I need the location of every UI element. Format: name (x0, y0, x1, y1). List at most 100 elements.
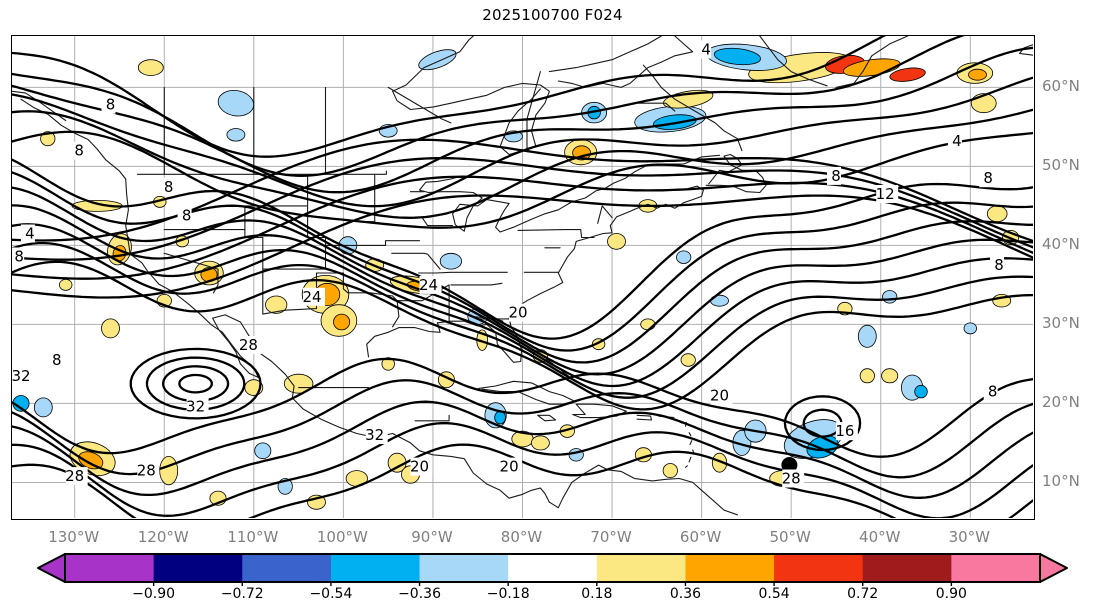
coastline-segment (537, 414, 557, 422)
low-center-marker (781, 457, 798, 474)
lon-tick-label: 80°W (500, 528, 543, 546)
lon-tick-label: 70°W (590, 528, 632, 546)
contour-label: 8 (164, 178, 174, 196)
lon-tick-label: 110°W (227, 528, 279, 546)
contour-label-bg (990, 256, 1004, 275)
colorbar-segment[interactable] (330, 554, 421, 582)
colorbar-segment[interactable] (685, 554, 775, 582)
anomaly-patch (381, 357, 395, 371)
colorbar-segment[interactable] (774, 554, 864, 582)
anomaly-patch (881, 368, 899, 384)
contour-label: 8 (74, 142, 84, 160)
anomaly-patch (662, 463, 678, 479)
contour-label: 4 (25, 225, 35, 243)
contour-label: 20 (508, 304, 527, 322)
colorbar-segment[interactable] (862, 554, 952, 582)
lon-tick-label: 60°W (679, 528, 722, 546)
graticule (12, 36, 1033, 518)
coastline-segment (366, 185, 704, 363)
contour-label-bg (70, 141, 85, 160)
coastline-segment (688, 432, 692, 437)
contour-label-bg (876, 185, 899, 203)
contour-label-bg (947, 132, 962, 151)
contour-label: 8 (52, 351, 62, 369)
contour-label: 32 (186, 398, 205, 416)
lon-tick-label: 120°W (137, 528, 189, 546)
anomaly-patch (711, 452, 728, 473)
anomaly-patch (882, 290, 898, 304)
coastline-segment (692, 449, 695, 453)
coastline-segment (688, 456, 692, 463)
contour-line (12, 223, 1033, 388)
contour-label-bg (500, 457, 523, 476)
coastline-segment (418, 271, 508, 274)
coastline-segment (421, 217, 454, 227)
anomaly-patch (217, 90, 255, 117)
colorbar-segment[interactable] (419, 554, 509, 582)
contour-label: 28 (782, 470, 801, 488)
contour-label-bg (20, 224, 35, 243)
coastline-segment (557, 36, 694, 88)
contour-label: 20 (500, 458, 519, 476)
contour-label: 16 (835, 422, 854, 440)
coastline-segment (418, 154, 721, 233)
contour-label-bg (47, 351, 62, 369)
coastline-segment (392, 36, 550, 148)
colorbar-tick-label: 0.54 (758, 586, 790, 602)
contour-label: 32 (365, 426, 384, 444)
colorbar-segment[interactable] (153, 554, 243, 582)
colorbar-tick-label: −0.18 (486, 586, 530, 602)
colorbar-tick-label: −0.36 (398, 586, 441, 602)
contour-line (12, 175, 1033, 280)
contour-closed (145, 356, 246, 411)
contour-label: 20 (410, 458, 429, 476)
colorbar-tick-label: −0.90 (132, 586, 176, 602)
contour-label-bg (419, 275, 442, 294)
contour-label: 12 (876, 185, 895, 203)
contour-label-bg (239, 336, 262, 354)
coastline-segment (642, 64, 743, 152)
colorbar-segment[interactable] (951, 554, 1041, 582)
lon-tick-label: 90°W (411, 528, 453, 546)
contour-label-bg (65, 467, 88, 486)
colorbar-segment[interactable] (596, 554, 687, 582)
coastline-segment (689, 440, 693, 446)
contour-line (12, 204, 1033, 376)
contour-label-bg (697, 40, 712, 59)
coastline-segment (392, 300, 400, 328)
contour-label: 8 (988, 383, 998, 401)
colorbar-segment[interactable] (242, 554, 332, 582)
anomaly-patch (859, 368, 875, 384)
figure-title: 2025100700 F024 (482, 6, 623, 24)
contour-label: 20 (710, 387, 729, 405)
colorbar[interactable] (0, 552, 1105, 586)
lat-tick-label: 20°N (1042, 393, 1080, 412)
contour-line (12, 46, 1033, 194)
anomaly-patch (889, 67, 926, 82)
contour-line (12, 36, 887, 158)
contour-label-bg (365, 426, 388, 444)
coastline-segment (548, 464, 738, 516)
colorbar-segment[interactable] (65, 554, 155, 582)
contour-line (12, 357, 1033, 458)
lon-tick-label: 100°W (316, 528, 368, 546)
lon-tick-label: 130°W (48, 528, 100, 546)
contour-label-bg (983, 382, 998, 401)
contour-label-bg (177, 206, 192, 225)
anomaly-patch (254, 442, 272, 460)
colorbar-extend-min[interactable] (37, 553, 66, 583)
coastline-segment (684, 465, 688, 468)
coastline-segment (324, 240, 421, 246)
lat-tick-label: 10°N (1042, 472, 1080, 491)
anomaly-patch (531, 435, 550, 451)
contour-label: 8 (106, 96, 116, 114)
colorbar-extend-max[interactable] (1039, 553, 1068, 583)
anomaly-patch (963, 322, 978, 335)
colorbar-segment[interactable] (508, 554, 598, 582)
anomaly-patch (640, 318, 656, 331)
colorbar-tick-label: −0.54 (309, 586, 353, 602)
coastline-segment (597, 205, 613, 224)
anomaly-patch (968, 68, 987, 81)
map-panel[interactable]: 4 8 8 8 8 8 8 32 28 28 32 28 24 24 32 20 20 20 20 16 28 12 8 8 4… (11, 35, 1035, 520)
